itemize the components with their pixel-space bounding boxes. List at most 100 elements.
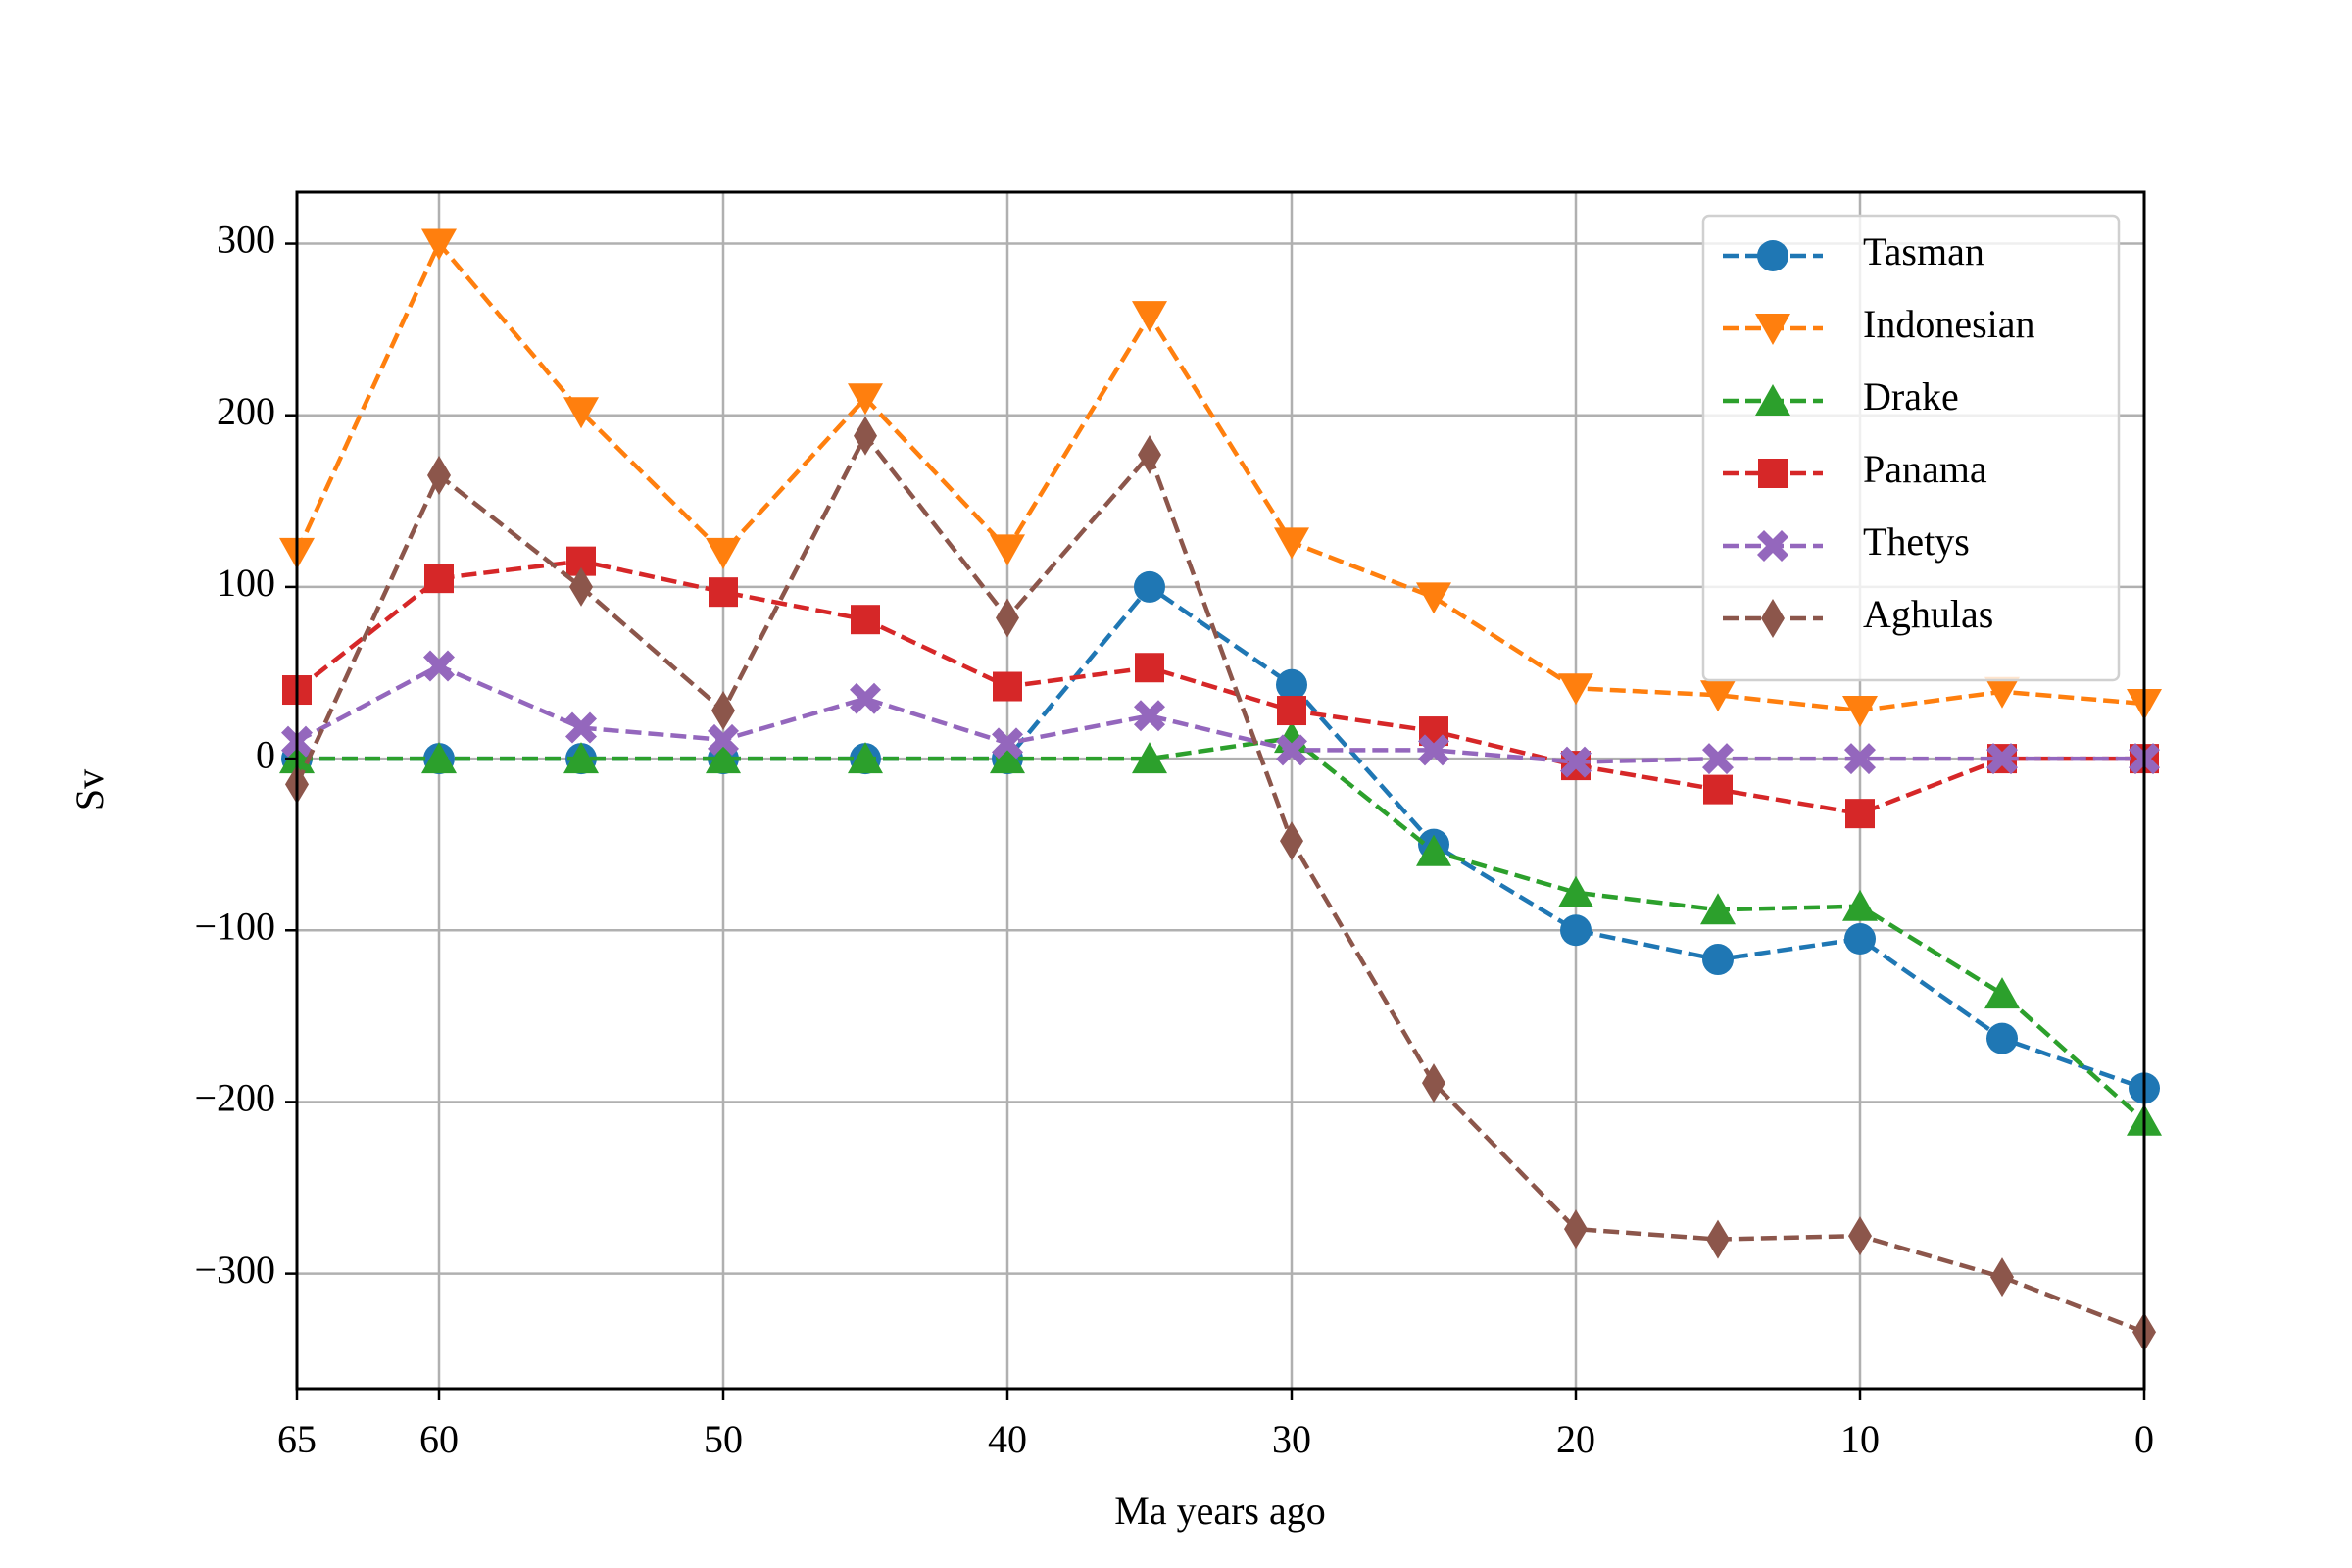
marker <box>564 742 599 774</box>
marker <box>1277 696 1306 726</box>
marker <box>1984 977 2020 1009</box>
marker <box>1132 742 1167 774</box>
marker <box>1990 1257 2014 1298</box>
marker <box>709 577 738 608</box>
x-tick-label: 10 <box>1840 1417 1880 1461</box>
x-tick-label: 20 <box>1556 1417 1595 1461</box>
x-tick-label: 40 <box>988 1417 1027 1461</box>
series-line <box>294 431 2145 1335</box>
marker <box>421 228 457 261</box>
marker <box>1700 680 1736 712</box>
legend-marker <box>1755 314 1790 345</box>
marker <box>996 598 1019 638</box>
marker <box>565 711 597 744</box>
legend: Tasman Indonesian Drake Panama Thetys Aghulas <box>1701 214 2121 682</box>
marker <box>1706 1219 1730 1259</box>
y-tick-label: 100 <box>217 561 275 605</box>
legend-label: Tasman <box>1863 229 1984 273</box>
marker <box>424 564 454 594</box>
marker <box>708 723 739 756</box>
marker <box>1422 1063 1446 1103</box>
marker <box>1138 435 1161 475</box>
legend-label: Thetys <box>1863 519 1970 564</box>
y-tick-label: 200 <box>217 389 275 433</box>
axes-frame <box>295 190 2146 1391</box>
marker <box>1984 676 2020 709</box>
marker <box>1416 582 1451 614</box>
marker <box>990 534 1025 566</box>
marker <box>1848 1216 1872 1256</box>
x-tick-label: 60 <box>419 1417 459 1461</box>
marker <box>1842 696 1878 728</box>
marker <box>1135 653 1164 683</box>
x-tick-label: 0 <box>2134 1417 2154 1461</box>
marker <box>423 650 455 682</box>
marker <box>564 397 599 429</box>
marker <box>992 727 1023 760</box>
series-line <box>297 735 2146 1123</box>
marker <box>993 671 1022 702</box>
marker <box>1564 1209 1588 1250</box>
y-tick-label: 0 <box>256 732 275 776</box>
legend-marker <box>1757 530 1788 562</box>
x-tick-label: 50 <box>704 1417 743 1461</box>
marker <box>1703 774 1733 805</box>
marker <box>1132 301 1167 333</box>
marker <box>1702 743 1734 775</box>
x-tick-label: 30 <box>1272 1417 1311 1461</box>
marker <box>1700 893 1736 925</box>
marker <box>1134 700 1165 732</box>
marker <box>1560 746 1592 778</box>
marker <box>1842 889 1878 921</box>
x-axis-label: Ma years ago <box>1114 1489 1325 1533</box>
marker <box>569 566 593 607</box>
marker <box>1986 743 2018 775</box>
marker <box>848 383 883 416</box>
marker <box>851 605 880 635</box>
y-tick-label: −100 <box>194 904 275 948</box>
legend-label: Panama <box>1863 447 1987 491</box>
plot-area <box>279 228 2162 1352</box>
marker <box>1274 527 1309 560</box>
marker <box>1558 673 1593 706</box>
series-line <box>294 239 2145 713</box>
y-tick-label: −300 <box>194 1248 275 1292</box>
marker <box>1276 668 1307 701</box>
marker <box>1844 923 1876 956</box>
legend-label: Aghulas <box>1863 592 1993 636</box>
legend-label: Indonesian <box>1863 302 2035 346</box>
marker <box>1280 821 1303 861</box>
legend-box <box>1701 214 2121 682</box>
x-tick-label: 65 <box>277 1417 317 1461</box>
marker <box>706 537 741 569</box>
y-tick-label: 300 <box>217 218 275 262</box>
marker <box>1276 734 1307 766</box>
legend-marker <box>1755 384 1790 416</box>
marker <box>850 682 881 714</box>
marker <box>1845 799 1875 829</box>
marker <box>1986 1022 2018 1054</box>
marker <box>1844 743 1876 775</box>
marker <box>1134 570 1165 603</box>
marker <box>848 742 883 774</box>
marker <box>1558 875 1593 907</box>
marker <box>1702 944 1734 976</box>
y-axis-label: Sv <box>68 769 112 810</box>
legend-marker <box>1757 240 1788 271</box>
marker <box>990 742 1025 774</box>
marker <box>1560 914 1592 947</box>
legend-marker <box>1758 459 1788 488</box>
marker <box>854 416 877 456</box>
marker <box>421 742 457 774</box>
marker <box>1416 834 1451 866</box>
marker <box>427 456 451 496</box>
y-tick-label: −200 <box>194 1076 275 1120</box>
marker <box>1418 734 1449 766</box>
series-line <box>295 662 2144 764</box>
legend-marker <box>1761 599 1785 638</box>
marker <box>711 691 735 731</box>
legend-label: Drake <box>1863 374 1959 418</box>
marker <box>706 742 741 774</box>
